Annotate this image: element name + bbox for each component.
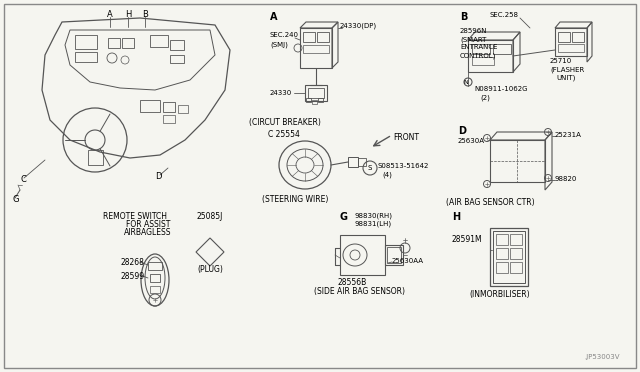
Text: .JP53003V: .JP53003V bbox=[584, 354, 620, 360]
Bar bbox=[558, 32, 570, 42]
Text: 28556B: 28556B bbox=[337, 278, 367, 287]
Bar bbox=[496, 262, 508, 273]
Bar bbox=[75, 52, 97, 62]
Bar bbox=[140, 100, 160, 112]
Bar bbox=[122, 38, 134, 48]
Text: 28596N: 28596N bbox=[460, 28, 488, 34]
Text: 24330: 24330 bbox=[270, 90, 292, 96]
Bar bbox=[312, 100, 317, 104]
Bar bbox=[163, 102, 175, 112]
Text: ENTRANCE: ENTRANCE bbox=[460, 44, 497, 50]
Text: (SIDE AIR BAG SENSOR): (SIDE AIR BAG SENSOR) bbox=[314, 287, 406, 296]
Text: 25231A: 25231A bbox=[555, 132, 582, 138]
Bar bbox=[318, 98, 323, 102]
Text: FRONT: FRONT bbox=[393, 133, 419, 142]
Text: H: H bbox=[125, 10, 131, 19]
Text: AIRBAGLESS: AIRBAGLESS bbox=[124, 228, 172, 237]
Bar bbox=[555, 28, 587, 56]
Bar bbox=[150, 274, 160, 282]
Text: 24330(DP): 24330(DP) bbox=[340, 22, 377, 29]
Bar bbox=[493, 231, 525, 283]
Text: 28591M: 28591M bbox=[452, 235, 483, 244]
Bar bbox=[496, 248, 508, 259]
Bar bbox=[472, 44, 490, 54]
Text: (SMJ): (SMJ) bbox=[270, 41, 288, 48]
Text: REMOTE SWITCH: REMOTE SWITCH bbox=[103, 212, 167, 221]
Bar bbox=[150, 286, 160, 293]
Text: SEC.258: SEC.258 bbox=[490, 12, 519, 18]
Bar bbox=[385, 245, 403, 265]
Text: (2): (2) bbox=[480, 94, 490, 100]
Bar bbox=[88, 150, 103, 165]
Text: B: B bbox=[460, 12, 467, 22]
Text: N08911-1062G: N08911-1062G bbox=[474, 86, 527, 92]
Bar bbox=[348, 157, 358, 167]
Bar bbox=[170, 55, 184, 63]
Text: N: N bbox=[463, 80, 468, 84]
Text: (4): (4) bbox=[382, 171, 392, 177]
Text: UNIT): UNIT) bbox=[556, 74, 575, 80]
Text: B: B bbox=[142, 10, 148, 19]
Bar bbox=[490, 228, 528, 286]
Text: (INMORBILISER): (INMORBILISER) bbox=[470, 290, 531, 299]
Bar bbox=[468, 40, 513, 72]
Text: CONTROL): CONTROL) bbox=[460, 52, 497, 58]
Text: A: A bbox=[107, 10, 113, 19]
Text: G: G bbox=[340, 212, 348, 222]
Bar bbox=[510, 234, 522, 245]
Text: (STEERING WIRE): (STEERING WIRE) bbox=[262, 195, 328, 204]
Text: 98831(LH): 98831(LH) bbox=[355, 220, 392, 227]
Bar bbox=[340, 235, 385, 275]
Bar bbox=[303, 32, 315, 42]
Bar bbox=[510, 262, 522, 273]
Text: 25630A: 25630A bbox=[458, 138, 485, 144]
Bar bbox=[387, 247, 401, 263]
Text: FOR ASSIST: FOR ASSIST bbox=[126, 220, 170, 229]
Text: 28599: 28599 bbox=[120, 272, 144, 281]
Bar bbox=[572, 32, 584, 42]
Bar bbox=[358, 158, 366, 166]
Text: S08513-51642: S08513-51642 bbox=[378, 163, 429, 169]
Bar bbox=[558, 44, 584, 52]
Text: 98820: 98820 bbox=[555, 176, 577, 182]
Bar bbox=[75, 35, 97, 49]
Text: (PLUG): (PLUG) bbox=[197, 265, 223, 274]
Bar bbox=[490, 140, 545, 182]
Text: G: G bbox=[12, 195, 19, 204]
Text: (FLASHER: (FLASHER bbox=[550, 66, 584, 73]
Bar bbox=[170, 40, 184, 50]
Bar bbox=[163, 115, 175, 123]
Bar bbox=[108, 38, 120, 48]
Text: 25085J: 25085J bbox=[197, 212, 223, 221]
Bar bbox=[496, 234, 508, 245]
Bar bbox=[308, 88, 324, 98]
Bar bbox=[300, 28, 332, 68]
Bar bbox=[178, 105, 188, 113]
Bar bbox=[510, 248, 522, 259]
Bar bbox=[303, 45, 329, 53]
Text: S: S bbox=[368, 165, 372, 171]
Text: (CIRCUT BREAKER): (CIRCUT BREAKER) bbox=[249, 118, 321, 127]
Text: D: D bbox=[155, 172, 161, 181]
Text: D: D bbox=[458, 126, 466, 136]
Text: 25630AA: 25630AA bbox=[392, 258, 424, 264]
Text: (AIR BAG SENSOR CTR): (AIR BAG SENSOR CTR) bbox=[445, 198, 534, 207]
Text: C 25554: C 25554 bbox=[268, 130, 300, 139]
Text: A: A bbox=[270, 12, 278, 22]
Bar bbox=[317, 32, 329, 42]
Bar bbox=[472, 57, 494, 65]
Bar bbox=[150, 35, 168, 47]
Bar bbox=[148, 262, 162, 270]
Text: 25710: 25710 bbox=[550, 58, 572, 64]
Bar bbox=[493, 44, 511, 54]
Text: 28268: 28268 bbox=[120, 258, 144, 267]
Text: (SMART: (SMART bbox=[460, 36, 486, 42]
Text: 98830(RH): 98830(RH) bbox=[355, 212, 393, 218]
Bar bbox=[306, 98, 311, 102]
Text: C: C bbox=[20, 175, 26, 184]
Text: H: H bbox=[452, 212, 460, 222]
Bar bbox=[305, 85, 327, 101]
Text: SEC.240: SEC.240 bbox=[270, 32, 299, 38]
